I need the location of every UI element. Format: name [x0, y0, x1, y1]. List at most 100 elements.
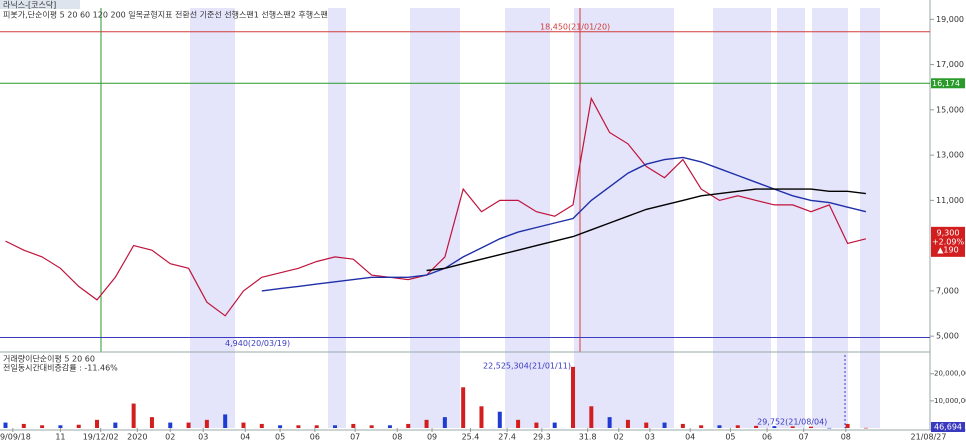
volume-bar [168, 422, 173, 428]
price-line [5, 96, 867, 317]
volume-annotation: 29,752(21/08/04) [757, 417, 827, 426]
x-tick-label: 07 [799, 433, 809, 442]
volume-bar [113, 422, 118, 428]
level-label: 4,940(20/03/19) [225, 339, 290, 348]
y-tick-label: 17,000 [936, 60, 964, 69]
x-tick-label: 25.4 [462, 433, 480, 442]
x-tick-label: 08 [841, 433, 851, 442]
volume-bar [680, 423, 685, 428]
last-volume-label: 46,694 [934, 423, 962, 432]
last-price-text: 9,300 [937, 228, 960, 237]
x-tick-label: 27.4 [498, 433, 516, 442]
y-tick-label: 15,000 [936, 105, 964, 114]
x-tick-label: 2020 [127, 433, 147, 442]
level-label: 18,450(21/01/20) [540, 22, 610, 31]
volume-bar [58, 425, 63, 428]
volume-bar [625, 419, 630, 428]
x-tick-label: 21/08/27 [911, 433, 947, 442]
volume-bar [809, 426, 814, 428]
volume-bar [442, 417, 447, 428]
volume-bar [827, 427, 832, 429]
last-volume-box [931, 422, 965, 432]
x-tick-label: 11 [55, 433, 65, 442]
volume-bar [149, 417, 154, 428]
x-tick-label: 31.8 [579, 433, 597, 442]
y-tick-label: 7,000 [936, 286, 959, 295]
last-price-box [931, 226, 965, 257]
volume-bar [76, 424, 81, 428]
volume-bar [754, 425, 759, 428]
x-tick-label: 08 [392, 433, 402, 442]
volume-bar [479, 406, 484, 428]
volume-bar [21, 423, 26, 428]
volume-bar [516, 419, 521, 428]
y-tick-label: 11,000 [936, 196, 964, 205]
last-price-text: +2.09% [932, 237, 965, 246]
volume-bar [223, 414, 228, 428]
volume-bar [3, 422, 8, 428]
volume-bar [259, 423, 264, 428]
volume-bar [351, 423, 356, 428]
indicator-legend: 피봇가,단순이평 5 20 60 120 200 일목균형지표 전환선 기준선 … [3, 10, 328, 20]
volume-bar [387, 425, 392, 428]
volume-bar [699, 425, 704, 428]
volume-bar [644, 422, 649, 428]
x-tick-label: 09 [427, 433, 437, 442]
volume-bar [662, 422, 667, 428]
volume-bar [406, 423, 411, 428]
x-tick-label: 03 [645, 433, 655, 442]
y-tick-label: 5,000 [936, 332, 959, 341]
volume-subtitle: 전일동시간대비증감률 : -11.46% [3, 363, 118, 373]
volume-bar [369, 425, 374, 428]
volume-annotation: 22,525,304(21/01/11) [483, 362, 571, 371]
title-tab [0, 0, 80, 9]
x-tick-label: 07 [350, 433, 360, 442]
level-box [931, 78, 965, 89]
y-tick-label: 10,000,000 [934, 397, 966, 405]
y-tick-label: 13,000 [936, 151, 964, 160]
x-tick-label: 04 [240, 433, 250, 442]
volume-bar [40, 425, 45, 428]
x-tick-label: 19/12/02 [83, 433, 119, 442]
volume-bar [131, 403, 136, 428]
y-tick-label: 20,000,000 [934, 370, 966, 378]
volume-bar [607, 417, 612, 428]
volume-bar [845, 423, 850, 428]
volume-bar [333, 425, 338, 428]
volume-bar [204, 419, 209, 428]
x-tick-label: 05 [725, 433, 735, 442]
last-price-text: ▲190 [937, 245, 958, 254]
volume-bar [424, 419, 429, 428]
shaded-periods [190, 8, 880, 428]
volume-bar [278, 425, 283, 428]
volume-bar [461, 387, 466, 428]
volume-title: 거래량이단순이평 5 20 60 [3, 354, 95, 364]
volume-bar [241, 422, 246, 428]
y-tick-label: 19,000 [936, 15, 964, 24]
volume-bar [497, 411, 502, 428]
x-tick-label: 06 [762, 433, 772, 442]
x-tick-label: 02 [614, 433, 624, 442]
x-tick-label: 19/09/18 [0, 433, 31, 442]
chart-title: 라닉스-[코스닥] [3, 0, 56, 10]
volume-bar [552, 422, 557, 428]
volume-bar [589, 406, 594, 428]
volume-bar [571, 366, 576, 428]
price-line [261, 156, 867, 292]
volume-bar [95, 419, 100, 428]
level-label: 16,174 [932, 79, 960, 88]
x-tick-label: 02 [165, 433, 175, 442]
volume-bar [314, 425, 319, 428]
volume-bar [735, 425, 740, 428]
x-tick-label: 29.3 [533, 433, 551, 442]
volume-bar [296, 425, 301, 428]
x-tick-label: 04 [685, 433, 695, 442]
volume-bar [863, 427, 868, 429]
volume-bar [717, 425, 722, 428]
x-tick-label: 06 [310, 433, 320, 442]
x-tick-label: 05 [275, 433, 285, 442]
volume-bar [186, 422, 191, 428]
x-tick-label: 03 [198, 433, 208, 442]
volume-bar [772, 426, 777, 428]
